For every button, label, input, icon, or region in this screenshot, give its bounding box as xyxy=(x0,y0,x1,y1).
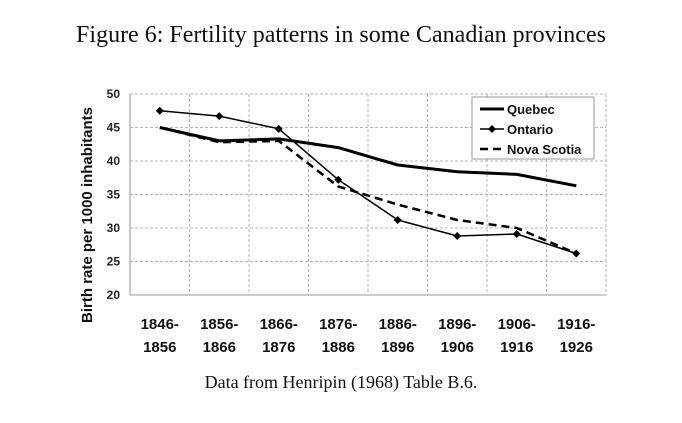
x-tick-labels: 1846- 1856 1856- 1866 1866- 1876 1876- 1886 1886… xyxy=(141,316,596,356)
y-tick-label: 25 xyxy=(107,255,121,269)
series-point xyxy=(215,112,224,121)
series-point xyxy=(274,124,283,133)
y-tick-label: 50 xyxy=(107,87,121,101)
chart-axes xyxy=(129,94,606,296)
y-tick-label: 45 xyxy=(107,121,121,135)
series-point xyxy=(393,215,402,224)
y-tick-label: 20 xyxy=(107,288,121,302)
y-tick-label: 35 xyxy=(107,188,121,202)
x-tick-label-line2: 1866 xyxy=(203,339,236,356)
y-tick-label: 40 xyxy=(107,154,121,168)
x-tick-label-line2: 1906 xyxy=(441,339,474,356)
x-tick-label-line2: 1896 xyxy=(381,339,414,356)
x-tick-label-line1: 1896- xyxy=(438,316,476,333)
series-point xyxy=(453,232,462,241)
x-tick-label-line1: 1846- xyxy=(141,316,179,333)
figure-caption: Data from Henripin (1968) Table B.6. xyxy=(204,372,478,392)
series-point xyxy=(512,230,521,239)
x-tick-label-line1: 1876- xyxy=(319,316,357,333)
legend-entry: Nova Scotia xyxy=(507,142,582,157)
series-line-nova-scotia xyxy=(159,126,577,255)
y-tick-labels: 20 25 30 35 40 45 50 xyxy=(107,87,121,302)
x-tick-label-line1: 1886- xyxy=(379,316,417,333)
legend-marker xyxy=(488,125,496,133)
x-tick-label-line1: 1916- xyxy=(557,316,595,333)
legend-entry: Ontario xyxy=(507,122,553,137)
x-tick-label-line2: 1876 xyxy=(262,339,295,356)
x-tick-label-line2: 1856 xyxy=(143,339,176,356)
x-tick-label-line2: 1916 xyxy=(500,339,533,356)
x-tick-label-line1: 1856- xyxy=(200,316,238,333)
x-tick-label-line2: 1886 xyxy=(322,339,355,356)
x-tick-label-line1: 1866- xyxy=(260,316,298,333)
figure-title: Figure 6: Fertility patterns in some Can… xyxy=(76,22,606,48)
series-line-quebec xyxy=(159,126,577,188)
series-point xyxy=(155,106,164,115)
chart-series xyxy=(155,106,581,258)
y-axis-label: Birth rate per 1000 inhabitants xyxy=(79,107,96,323)
legend-entry: Quebec xyxy=(507,102,555,117)
series-point xyxy=(334,175,343,184)
x-tick-label-line2: 1926 xyxy=(560,339,593,356)
y-tick-label: 30 xyxy=(107,221,121,235)
x-tick-label-line1: 1906- xyxy=(498,316,536,333)
chart-legend: Quebec Ontario Nova Scotia xyxy=(471,96,595,160)
series-line-ontario xyxy=(159,110,577,255)
